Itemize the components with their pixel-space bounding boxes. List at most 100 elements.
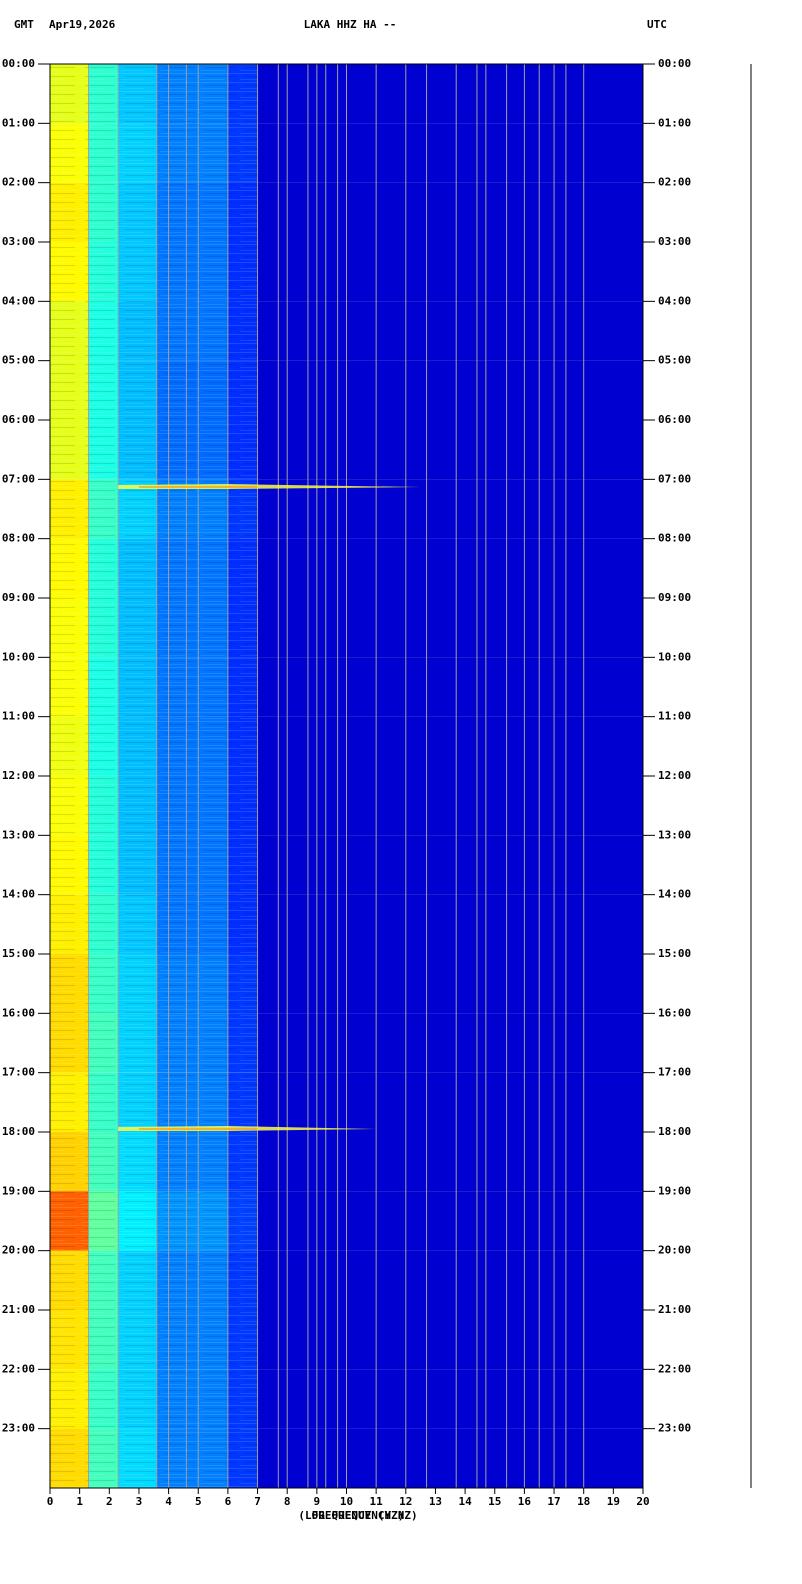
x-tick-label: 8 [284,1495,291,1508]
y-tick-label-right: 05:00 [658,354,691,367]
y-tick-label-right: 07:00 [658,472,691,485]
y-tick-label-right: 06:00 [658,413,691,426]
y-tick-label: 03:00 [2,235,35,248]
y-tick-label: 18:00 [2,1125,35,1138]
x-tick-label: 0 [47,1495,54,1508]
y-tick-label-right: 09:00 [658,591,691,604]
y-tick-label-right: 17:00 [658,1066,691,1079]
y-tick-label: 16:00 [2,1006,35,1019]
cell [257,123,643,183]
cell [257,301,643,361]
y-tick-label-right: 23:00 [658,1422,691,1435]
x-tick-label: 11 [370,1495,384,1508]
y-tick-label: 23:00 [2,1422,35,1435]
y-tick-label-right: 20:00 [658,1244,691,1257]
y-tick-label: 08:00 [2,532,35,545]
y-tick-label-right: 22:00 [658,1362,691,1375]
x-tick-label: 7 [254,1495,261,1508]
y-tick-label-right: 02:00 [658,176,691,189]
y-tick-label: 11:00 [2,710,35,723]
y-tick-label-right: 10:00 [658,650,691,663]
y-tick-label-right: 12:00 [658,769,691,782]
x-tick-label: 4 [165,1495,172,1508]
title-right: UTC [647,18,667,31]
x-tick-label: 3 [136,1495,143,1508]
y-tick-label: 06:00 [2,413,35,426]
y-tick-label: 22:00 [2,1362,35,1375]
x-tick-label: 2 [106,1495,113,1508]
cell [257,1369,643,1429]
y-tick-label: 10:00 [2,650,35,663]
y-tick-label-right: 03:00 [658,235,691,248]
x-axis-label: (LOG FREQUENCY HZ) [298,1509,417,1522]
texture [50,64,258,1488]
x-tick-label: 9 [314,1495,321,1508]
y-tick-label-right: 21:00 [658,1303,691,1316]
y-tick-label: 04:00 [2,294,35,307]
cell [257,538,643,598]
x-tick-label: 15 [488,1495,501,1508]
x-tick-label: 1 [76,1495,83,1508]
y-tick-label: 21:00 [2,1303,35,1316]
y-tick-label-right: 04:00 [658,294,691,307]
y-tick-label: 12:00 [2,769,35,782]
x-tick-label: 19 [607,1495,620,1508]
cell [257,657,643,717]
y-tick-label: 00:00 [2,57,35,70]
x-tick-label: 13 [429,1495,442,1508]
cell [257,1132,643,1192]
x-tick-label: 20 [636,1495,649,1508]
plot-frame [49,63,644,1489]
cell [257,894,643,954]
cell [257,835,643,895]
y-tick-label-right: 01:00 [658,116,691,129]
y-tick-label: 07:00 [2,472,35,485]
y-tick-label: 14:00 [2,888,35,901]
cell [257,1428,643,1488]
cell [257,1072,643,1132]
y-tick-label-right: 11:00 [658,710,691,723]
y-tick-label-right: 08:00 [658,532,691,545]
y-tick-label-right: 14:00 [658,888,691,901]
y-tick-label: 13:00 [2,828,35,841]
y-tick-label: 19:00 [2,1184,35,1197]
x-tick-label: 5 [195,1495,202,1508]
y-tick-label: 20:00 [2,1244,35,1257]
cell [257,479,643,539]
y-tick-label: 17:00 [2,1066,35,1079]
x-tick-label: 17 [547,1495,560,1508]
x-tick-label: 18 [577,1495,590,1508]
y-tick-label-right: 13:00 [658,828,691,841]
y-tick-label-right: 15:00 [658,947,691,960]
x-tick-label: 10 [340,1495,353,1508]
y-tick-label: 09:00 [2,591,35,604]
date: Apr19,2026 [49,18,116,31]
x-axis-label: FREQUENCY (HZ) [312,1509,405,1522]
cell [257,598,643,658]
y-tick-label: 01:00 [2,116,35,129]
y-tick-label-right: 19:00 [658,1184,691,1197]
cell [257,716,643,776]
cell [257,64,643,124]
x-tick-label: 12 [399,1495,412,1508]
y-tick-label: 15:00 [2,947,35,960]
cell [257,954,643,1014]
cell [257,420,643,480]
event [118,484,421,490]
x-tick-label: 16 [518,1495,532,1508]
chart-title: LAKA HHZ HA -- [304,18,397,31]
cell [257,242,643,302]
cell [257,182,643,242]
y-tick-label-right: 16:00 [658,1006,691,1019]
y-tick-label: 02:00 [2,176,35,189]
cell [257,360,643,420]
cell [257,1191,643,1251]
cell [257,1310,643,1370]
y-tick-label-right: 00:00 [658,57,691,70]
y-tick-label: 05:00 [2,354,35,367]
cell [257,1013,643,1073]
cell [257,776,643,836]
x-tick-label: 6 [225,1495,232,1508]
